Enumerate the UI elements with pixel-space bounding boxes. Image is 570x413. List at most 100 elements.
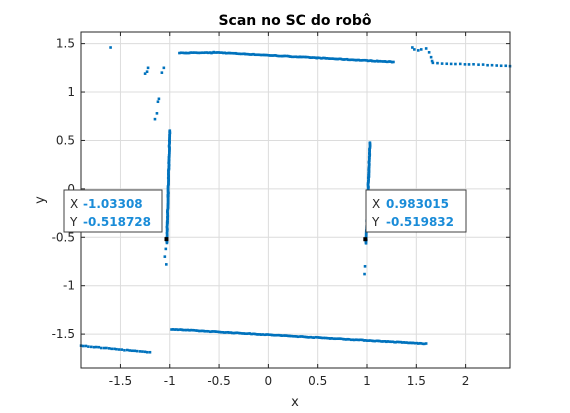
datatip-left[interactable]: X -1.03308 Y -0.518728 [63,189,163,233]
datatip-anchor[interactable] [164,237,169,242]
datatip-left-y-key: Y [69,215,78,229]
datatip-right[interactable]: X 0.983015 Y -0.519832 [365,189,467,233]
scan-point [195,51,199,55]
scan-point [316,336,319,339]
scan-point [196,329,199,332]
scan-point [181,328,185,332]
scan-point [467,63,471,66]
scan-point [336,57,339,61]
scan-point [345,57,349,61]
scan-point [274,54,278,57]
scan-point [394,340,397,344]
scan-point [255,53,258,57]
scan-point [173,328,177,331]
scan-point [410,341,413,345]
scan-point [392,60,395,64]
scan-point [210,330,214,333]
scan-point [224,331,228,334]
x-tick-label: 0.5 [308,374,327,388]
scan-point [232,52,236,55]
scan-point [138,350,142,353]
scan-point [204,51,207,54]
scan-point [304,55,308,59]
scan-point [184,328,188,332]
scan-point [156,100,160,104]
scan-point [253,53,257,57]
scan-point [102,346,106,350]
scan-point [256,333,260,336]
scan-point [399,340,403,344]
scan-point [427,51,431,54]
scan-point [197,51,200,55]
scan-point [320,57,323,60]
scan-point [301,335,305,338]
scan-point [242,332,246,335]
scan-point [214,330,218,333]
scan-point [211,51,215,54]
scan-point [325,336,329,340]
scan-point [353,58,356,62]
scan-point [317,336,321,339]
scan-point [94,345,98,349]
scan-point [262,53,266,57]
scan-point [381,340,385,343]
x-tick-label: 2 [462,374,470,388]
y-tick-label: -0.5 [52,230,75,244]
scan-point [257,53,261,57]
scan-point [268,54,272,57]
scan-point [280,334,284,337]
scan-points[interactable] [79,46,512,354]
datatip-anchor[interactable] [363,237,368,242]
scan-point [440,62,444,65]
scan-point [359,59,362,62]
scan-point [390,60,394,64]
scan-point [375,339,379,343]
scan-point [92,345,96,349]
scan-point [164,247,168,251]
scan-point [477,63,480,66]
scan-point [81,344,85,348]
scan-point [277,333,281,337]
scan-point [105,346,108,350]
scan-point [364,240,368,244]
scan-point [166,186,170,190]
scan-point [229,51,232,55]
scan-point [160,71,164,74]
scan-point [280,54,284,58]
scan-point [378,59,382,63]
scan-point [314,56,317,59]
scan-point [288,334,292,338]
scan-point [107,347,111,350]
scan-point [266,333,269,336]
scan-point [259,333,263,336]
scan-point [363,272,366,276]
scan-point [179,51,183,55]
scan-point [355,338,359,342]
scan-point [216,330,220,334]
scan-point [356,58,359,62]
scan-point [411,341,415,345]
scan-point [431,61,435,65]
scan-point [197,329,201,333]
scan-point [314,335,318,339]
scan-point [166,217,169,220]
scan-point [143,350,147,354]
scan-point [373,339,377,343]
scan-point [256,53,260,57]
scan-point [225,51,228,55]
scan-point [323,56,326,60]
scan-point [295,335,298,338]
scan-point [253,332,257,336]
scan-point [202,51,205,55]
scan-point [157,97,161,101]
y-axis-label: y [33,196,48,204]
scan-point [391,340,394,344]
scan-point [285,54,289,58]
scan-point [199,329,202,333]
scan-point [327,337,330,340]
scan-point [97,345,101,349]
scan-point [368,159,371,163]
scan-point [429,55,433,59]
scan-point [90,345,93,349]
scan-point [309,335,312,339]
